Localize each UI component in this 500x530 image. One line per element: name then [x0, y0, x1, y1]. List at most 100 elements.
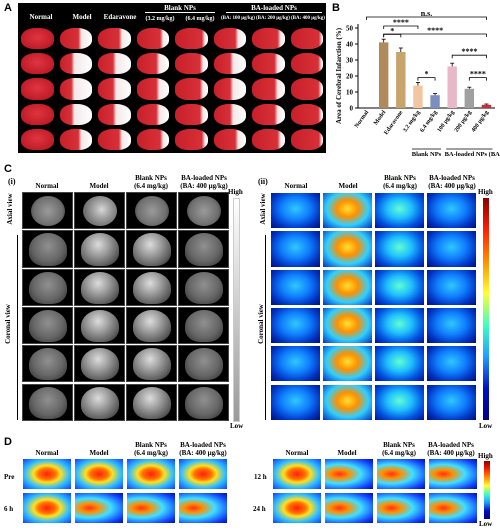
- heatmap-coronal-tile: [426, 268, 477, 306]
- perfusion-tile: [74, 458, 124, 490]
- panel-d-label: D: [4, 436, 12, 448]
- panel-b-ylabel: Area of Cerebral Infarction (%): [335, 27, 343, 124]
- heatmap-coronal-tile: [426, 230, 477, 268]
- mri-brain: [133, 233, 171, 266]
- mri-coronal-tile: [178, 345, 229, 383]
- panel-ci-header-normal: Normal: [35, 182, 59, 190]
- panel-dl-header-model: Model: [89, 449, 109, 457]
- heatmap-coronal-tile: [322, 345, 373, 383]
- mri-coronal-tile: [22, 345, 73, 383]
- perfusion-tile: [178, 458, 228, 490]
- brain-slice: [175, 28, 208, 50]
- panel-a-ba-dose-1: (BA: 100 μg/kg): [221, 16, 255, 21]
- brain-slice: [252, 128, 285, 150]
- brain-slice: [252, 103, 285, 125]
- mri-brain: [29, 233, 67, 266]
- heatmap-coronal-tile: [426, 306, 477, 345]
- brain-slice: [98, 53, 131, 75]
- mri-coronal-tile: [126, 345, 177, 383]
- heatmap-coronal-tile: [322, 306, 373, 345]
- heatmap-coronal-tile: [426, 383, 477, 421]
- perfusion-tile: [126, 458, 176, 490]
- perfusion-tile: [272, 492, 322, 524]
- brain-slice: [98, 103, 131, 125]
- bracket-sig-1-label: *: [390, 26, 394, 35]
- brain-slice: [98, 78, 131, 100]
- perfusion-tile: [22, 458, 72, 490]
- brain-slice: [136, 53, 169, 75]
- panel-a-ba-underline: [226, 12, 322, 13]
- panel-cii-header-ba-sub: (BA: 400 μg/kg): [428, 182, 476, 190]
- panel-d-right-grid: [272, 458, 480, 528]
- mri-brain: [133, 386, 171, 419]
- mri-coronal-tile: [74, 345, 125, 383]
- panel-ci-colorbar: [233, 198, 240, 422]
- perfusion-tile: [324, 492, 374, 524]
- mri-brain: [135, 196, 169, 227]
- panel-ci-mri-grid: [22, 192, 230, 422]
- panel-a-header-ba: BA-loaded NPs: [251, 4, 297, 12]
- panel-cii-high: High: [478, 188, 493, 196]
- brain-slice: [213, 28, 246, 50]
- mri-brain: [185, 386, 223, 419]
- heatmap-coronal-tile: [374, 383, 425, 421]
- y-tick-label: 40: [346, 41, 354, 49]
- panel-c-sub-ii: (ii): [258, 177, 268, 186]
- panel-d-row-12h: 12 h: [254, 473, 267, 481]
- panel-cii-heat-grid: [270, 192, 478, 422]
- mri-coronal-tile: [178, 268, 229, 306]
- brain-slice: [213, 78, 246, 100]
- panel-dl-header-normal: Normal: [35, 449, 59, 457]
- mri-coronal-tile: [74, 306, 125, 345]
- brain-slice: [175, 128, 208, 150]
- panel-b-label: B: [332, 2, 340, 14]
- mri-coronal-tile: [22, 230, 73, 268]
- heatmap-coronal-tile: [322, 383, 373, 421]
- panel-dl-header-blank: Blank NPs: [135, 441, 167, 449]
- bracket-sig-6-label: ****: [470, 70, 486, 79]
- bar: [378, 42, 389, 108]
- brain-slice: [136, 103, 169, 125]
- mri-coronal-tile: [178, 230, 229, 268]
- perfusion-tile: [126, 492, 176, 524]
- perfusion-tile: [376, 492, 426, 524]
- panel-dl-header-blank-sub: (6.4 mg/kg): [134, 449, 168, 457]
- mri-axial-tile: [178, 192, 229, 230]
- brain-slice: [21, 78, 54, 100]
- mri-coronal-tile: [22, 268, 73, 306]
- brain-slice: [21, 28, 54, 50]
- brain-slice: [290, 28, 323, 50]
- heatmap-axial-tile: [322, 192, 373, 230]
- mri-brain: [133, 271, 171, 304]
- mri-brain: [83, 196, 117, 227]
- mri-coronal-tile: [22, 306, 73, 345]
- panel-cii-header-model: Model: [338, 182, 358, 190]
- panel-cii-coronal-label: Coronal view: [257, 304, 265, 344]
- mri-coronal-tile: [74, 268, 125, 306]
- panel-a-blank-dose-1: (3.2 mg/kg): [145, 16, 175, 22]
- brain-slice: [290, 53, 323, 75]
- mri-axial-tile: [126, 192, 177, 230]
- panel-ci-low: Low: [230, 422, 244, 430]
- brain-slice: [290, 103, 323, 125]
- brain-slice: [136, 78, 169, 100]
- brain-slice: [252, 78, 285, 100]
- panel-ci-header-blank-sub: (6.4 mg/kg): [134, 182, 168, 190]
- panel-d-high: High: [478, 452, 493, 460]
- heatmap-axial-tile: [426, 192, 477, 230]
- brain-slice: [21, 103, 54, 125]
- mri-coronal-tile: [178, 383, 229, 421]
- mri-coronal-tile: [74, 230, 125, 268]
- bracket-sig-5-label: ****: [461, 47, 477, 56]
- perfusion-tile: [376, 458, 426, 490]
- panel-a-header-model: Model: [72, 13, 92, 21]
- panel-d-row-pre: Pre: [4, 473, 15, 481]
- panel-ci-high: High: [228, 188, 243, 196]
- mri-brain: [29, 386, 67, 419]
- brain-slice: [290, 128, 323, 150]
- mri-coronal-tile: [126, 268, 177, 306]
- mri-coronal-tile: [74, 383, 125, 421]
- brain-slice: [213, 53, 246, 75]
- panel-b-bars: [378, 38, 492, 108]
- panel-c-label: C: [4, 163, 12, 175]
